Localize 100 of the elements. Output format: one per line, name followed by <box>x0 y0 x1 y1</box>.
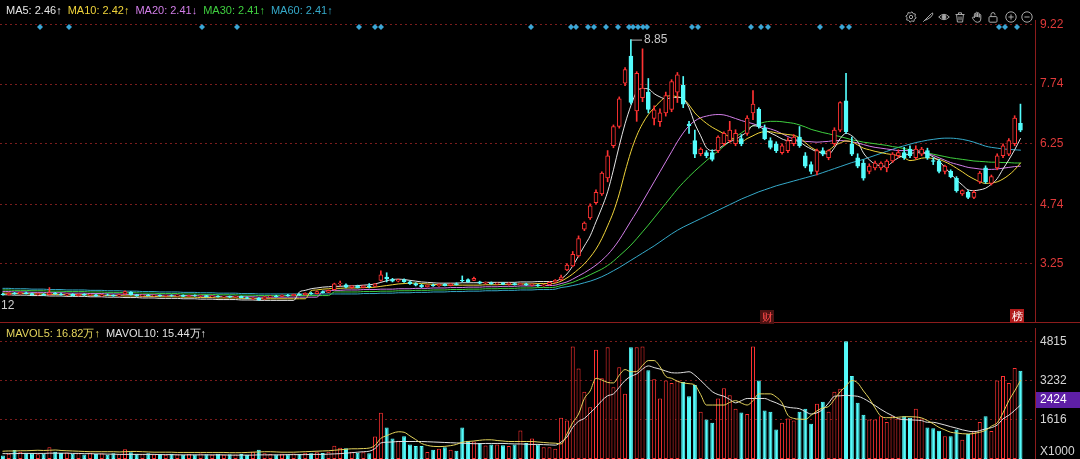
bar <box>762 410 767 459</box>
candlestick <box>611 124 616 149</box>
bar <box>535 444 540 459</box>
candlestick <box>855 153 860 169</box>
candlestick <box>861 159 866 181</box>
bar <box>710 422 715 459</box>
bar <box>983 416 988 459</box>
candlestick <box>896 149 901 159</box>
bar <box>489 444 494 459</box>
bar <box>407 444 412 459</box>
bar <box>954 429 959 459</box>
y-tick-label: 6.25 <box>1040 136 1064 151</box>
bar <box>844 341 849 459</box>
bar <box>855 402 860 459</box>
annotation: 榜 <box>1011 309 1023 322</box>
candlestick <box>925 147 930 160</box>
bar <box>646 370 651 459</box>
candlestick <box>704 150 709 159</box>
bar <box>692 385 697 459</box>
text: MAVOL10: 15.44万↑ <box>105 326 207 340</box>
candlestick <box>448 283 453 287</box>
y-tick-label: 4.74 <box>1040 196 1064 211</box>
candlestick <box>268 295 273 298</box>
bar <box>460 427 465 459</box>
candlestick <box>739 134 744 147</box>
candlestick <box>605 150 610 183</box>
candlestick <box>47 287 52 296</box>
candlestick <box>791 134 797 147</box>
bar <box>402 436 407 459</box>
candlestick <box>140 294 145 297</box>
candlestick <box>262 296 267 300</box>
candlestick <box>948 169 954 179</box>
bar <box>681 381 686 459</box>
bar <box>774 429 779 459</box>
bar <box>907 417 912 459</box>
text: MA5: 2.46↑ <box>6 3 62 17</box>
candlestick <box>768 137 773 150</box>
candlestick <box>326 289 331 294</box>
candlestick <box>366 283 372 289</box>
bar <box>1018 370 1023 459</box>
annotation: 12 <box>1 298 15 313</box>
candlestick <box>698 147 703 157</box>
bar <box>419 446 424 459</box>
bar <box>477 442 482 459</box>
text: 2424 <box>1040 392 1068 407</box>
y-tick-label: 3.25 <box>1040 256 1064 271</box>
bar <box>704 419 709 459</box>
bar <box>937 430 942 459</box>
candlestick <box>954 176 959 193</box>
candlestick <box>646 78 651 114</box>
candlestick <box>826 149 831 161</box>
candlestick <box>989 174 994 186</box>
text: MA30: 2.41↑ <box>203 3 265 17</box>
bar <box>687 396 692 459</box>
candlestick <box>332 282 337 291</box>
candlestick <box>483 281 488 285</box>
bar <box>966 433 971 459</box>
candlestick <box>151 294 157 297</box>
text: MAVOL5: 16.82万↑ <box>6 326 100 340</box>
text: MA10: 2.42↑ <box>67 3 130 17</box>
candlestick <box>1012 115 1017 147</box>
candlestick <box>494 282 500 286</box>
bar <box>820 401 825 459</box>
bar <box>739 412 744 459</box>
bar <box>413 446 418 459</box>
candlestick <box>762 124 767 141</box>
candlestick <box>890 152 895 163</box>
candlestick <box>733 129 738 147</box>
bar <box>524 442 529 459</box>
y-tick-label: 9.22 <box>1040 17 1064 32</box>
candlestick <box>459 275 465 283</box>
y-tick-label: 3232 <box>1040 372 1068 387</box>
candlestick <box>797 126 802 148</box>
text: MA20: 2.41↓ <box>135 3 198 17</box>
candlestick <box>361 285 366 289</box>
bar <box>500 445 505 459</box>
candlestick <box>802 152 808 169</box>
candlestick <box>983 165 988 184</box>
bar <box>948 436 953 459</box>
bar <box>925 427 930 459</box>
bar <box>431 449 436 459</box>
bar <box>512 444 517 459</box>
y-tick-label: 4815 <box>1040 334 1068 349</box>
bar <box>797 411 802 459</box>
bar <box>454 450 459 459</box>
bar <box>861 414 866 459</box>
candlestick <box>832 127 837 147</box>
candlestick <box>1018 103 1023 133</box>
bar <box>849 376 854 459</box>
y-axis-title: X1000 <box>1040 444 1076 459</box>
candlestick <box>64 293 70 296</box>
candlestick <box>547 281 552 286</box>
bar <box>384 427 389 459</box>
bar <box>803 408 808 459</box>
bar <box>902 416 907 459</box>
bar <box>809 423 814 459</box>
candlestick <box>576 235 581 258</box>
candlestick <box>640 48 645 103</box>
bar <box>628 347 633 459</box>
annotation: 8.85 <box>644 31 668 46</box>
